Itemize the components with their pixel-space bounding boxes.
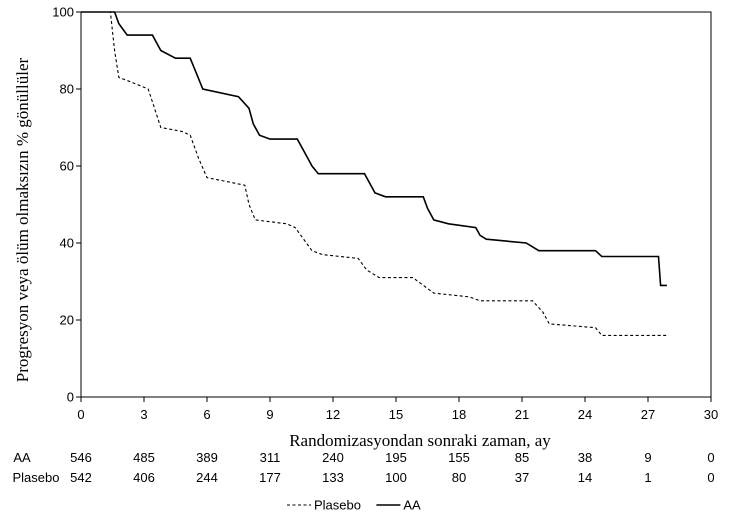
x-tick-label: 15 xyxy=(389,407,403,422)
x-tick-label: 18 xyxy=(452,407,466,422)
risk-cell: 485 xyxy=(133,450,155,465)
x-axis-ticks: 0 3 6 9 12 15 18 21 24 27 30 xyxy=(77,397,718,422)
y-tick-label: 40 xyxy=(60,236,74,251)
x-tick-label: 3 xyxy=(140,407,147,422)
x-axis-label: Randomizasyondan sonraki zaman, ay xyxy=(289,431,551,450)
legend: Plasebo AA xyxy=(287,498,421,513)
x-tick-label: 0 xyxy=(77,407,84,422)
plot-frame xyxy=(80,11,712,398)
y-tick-label: 100 xyxy=(52,5,74,20)
y-tick-label: 0 xyxy=(67,390,74,405)
legend-label-plasebo: Plasebo xyxy=(314,498,361,513)
x-tick-label: 12 xyxy=(326,407,340,422)
risk-cell: 177 xyxy=(259,470,281,485)
series-line-plasebo xyxy=(81,11,667,336)
risk-cell: 240 xyxy=(322,450,344,465)
risk-cell: 80 xyxy=(452,470,466,485)
y-tick-label: 60 xyxy=(60,159,74,174)
x-tick-label: 9 xyxy=(266,407,273,422)
risk-cell: 37 xyxy=(515,470,529,485)
x-tick-label: 24 xyxy=(578,407,592,422)
risk-row-label: Plasebo xyxy=(13,470,60,485)
plot-axes xyxy=(80,11,712,398)
x-tick-label: 21 xyxy=(515,407,529,422)
y-tick-label: 80 xyxy=(60,82,74,97)
x-tick-label: 30 xyxy=(704,407,718,422)
risk-cell: 38 xyxy=(578,450,592,465)
y-axis-ticks: 0 20 40 60 80 100 xyxy=(52,5,81,405)
risk-cell: 546 xyxy=(70,450,92,465)
risk-cell: 0 xyxy=(707,450,714,465)
risk-cell: 542 xyxy=(70,470,92,485)
x-tick-label: 27 xyxy=(641,407,655,422)
risk-cell: 133 xyxy=(322,470,344,485)
legend-label-aa: AA xyxy=(403,498,421,513)
y-tick-label: 20 xyxy=(60,313,74,328)
risk-cell: 389 xyxy=(196,450,218,465)
risk-cell: 100 xyxy=(385,470,407,485)
series-line-aa xyxy=(81,11,667,287)
risk-cell: 9 xyxy=(644,450,651,465)
risk-cell: 244 xyxy=(196,470,218,485)
risk-cell: 14 xyxy=(578,470,592,485)
risk-cell: 311 xyxy=(260,450,281,465)
risk-cell: 155 xyxy=(448,450,470,465)
series-layer xyxy=(81,11,667,336)
risk-cell: 1 xyxy=(644,470,651,485)
y-axis-label: Progresyon veya ölüm olmaksızın % gönüll… xyxy=(13,57,32,382)
risk-cell: 406 xyxy=(133,470,155,485)
x-tick-label: 6 xyxy=(203,407,210,422)
risk-row-label: AA xyxy=(13,450,31,465)
risk-cell: 0 xyxy=(707,470,714,485)
risk-cell: 195 xyxy=(385,450,407,465)
risk-cell: 85 xyxy=(515,450,529,465)
